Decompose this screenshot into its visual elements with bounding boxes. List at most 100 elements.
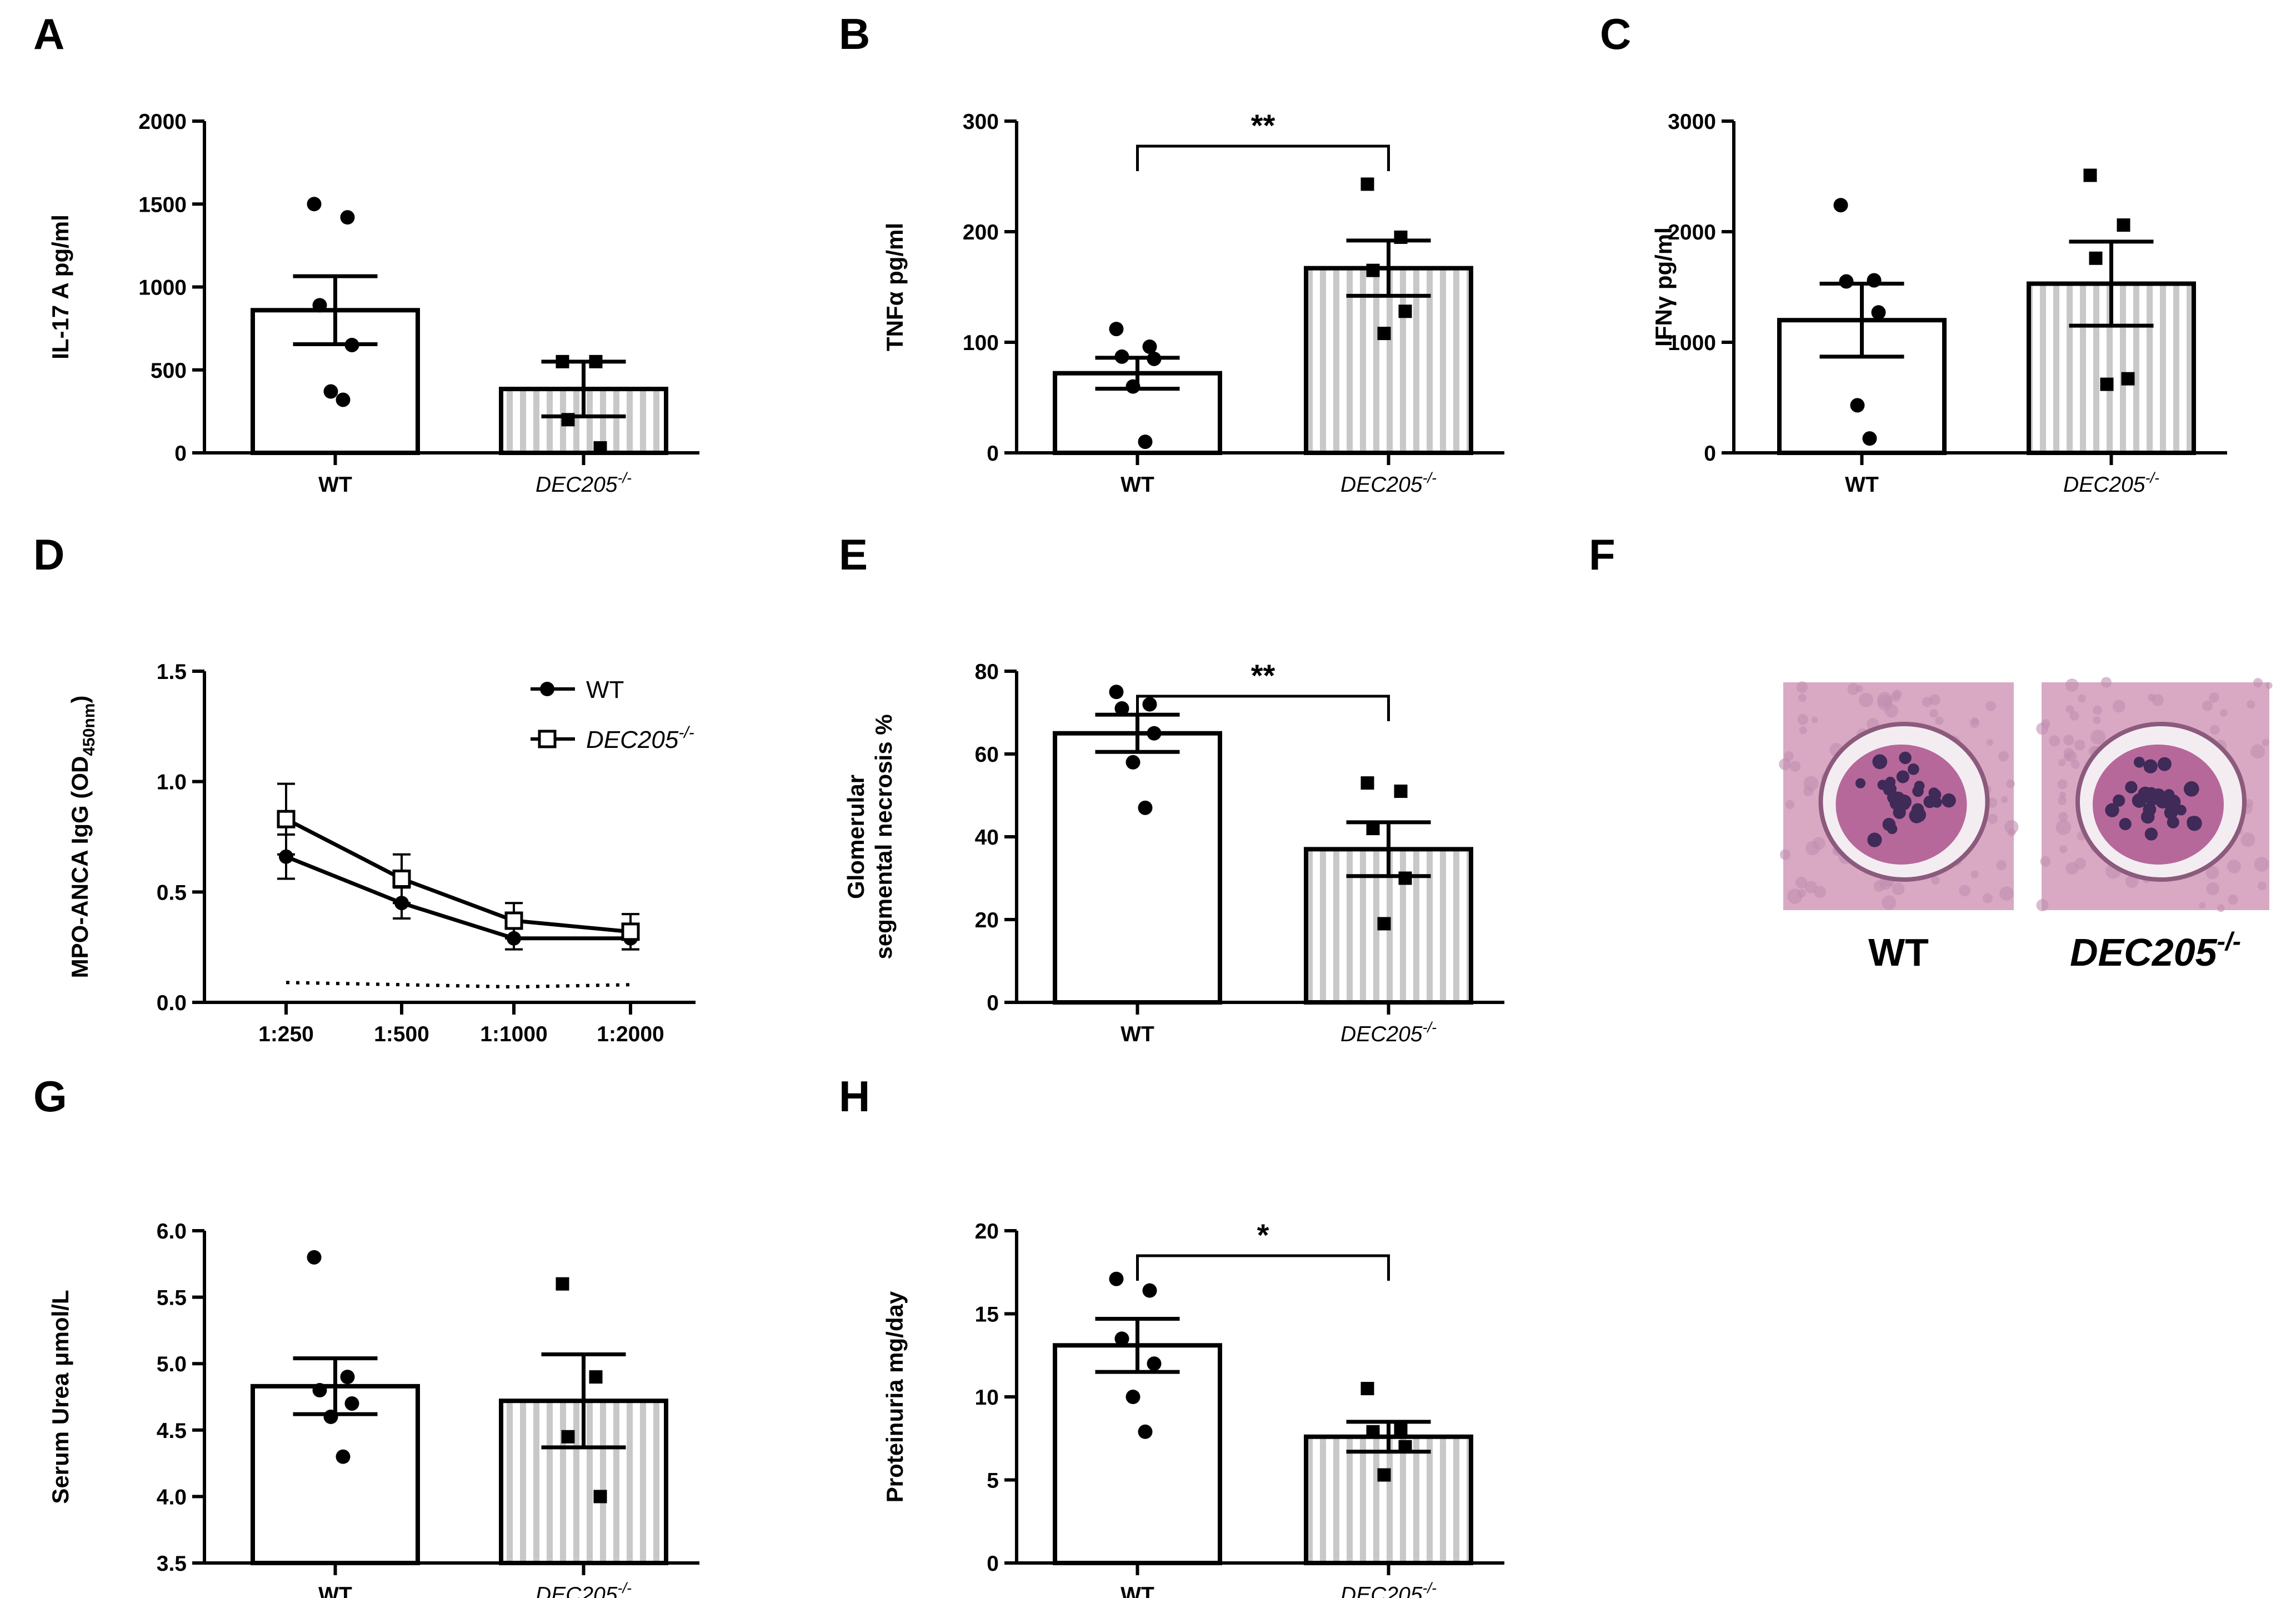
tissue-cell [1789, 761, 1801, 772]
tissue-cell [2199, 902, 2206, 909]
data-point-wt [323, 384, 338, 399]
tissue-cell [1884, 703, 1899, 718]
nucleus [1897, 795, 1912, 810]
tissue-cell [1890, 692, 1901, 702]
data-point-wt [307, 1250, 322, 1265]
data-point-wt [1138, 1424, 1153, 1439]
tissue-cell [2209, 692, 2219, 703]
y-tick-label: 40 [975, 826, 999, 850]
tissue-cell [1998, 751, 2009, 762]
x-tick-label: 1:1000 [480, 1022, 547, 1046]
legend-label: WT [586, 676, 624, 703]
tissue-cell [1811, 716, 1818, 723]
data-point-wt [1871, 305, 1886, 320]
data-point-wt [312, 1383, 327, 1398]
data-point-wt [1126, 1390, 1141, 1404]
y-tick-label: 4.5 [157, 1419, 187, 1443]
nucleus [2175, 805, 2187, 816]
y-tick-label: 0 [174, 442, 187, 466]
tissue-cell [2247, 700, 2255, 709]
nucleus [2187, 816, 2202, 831]
x-tick-label: DEC205-/- [536, 470, 632, 497]
tissue-cell [2058, 796, 2067, 805]
data-point-wt [336, 1449, 351, 1464]
bar-dec205 [1304, 1434, 1473, 1566]
y-tick-label: 3.5 [157, 1552, 187, 1576]
tissue-cell [2049, 735, 2060, 747]
data-point-wt [1138, 435, 1153, 450]
tissue-cell [2007, 828, 2016, 837]
x-tick-label-main: DEC205 [2063, 473, 2145, 497]
nucleus [1928, 787, 1939, 798]
tissue-cell [2000, 796, 2008, 803]
data-point-wt [344, 1396, 359, 1411]
nucleus [2144, 827, 2158, 841]
nucleus [1931, 797, 1942, 808]
data-point-wt [1109, 322, 1124, 337]
y-tick-label: 5.0 [157, 1352, 187, 1376]
y-tick-label: 0 [987, 1552, 999, 1576]
panel-label-g: G [33, 1072, 67, 1121]
tissue-cell [2069, 711, 2079, 721]
tissue-cell [1779, 849, 1791, 860]
x-tick-label-main: DEC205 [1340, 473, 1423, 497]
significance-label: ** [1251, 658, 1275, 693]
nucleus [2105, 803, 2119, 817]
data-point-wt [1114, 701, 1129, 716]
data-point-dec205 [1366, 822, 1380, 836]
nucleus [1942, 793, 1956, 808]
y-tick-label: 0.5 [157, 881, 187, 905]
nucleus [2125, 781, 2138, 793]
y-axis-label-end: ) [67, 696, 93, 703]
micrograph-label: DEC205-/- [2070, 927, 2241, 974]
tissue-cell [1969, 718, 1980, 728]
x-tick-label-main: DEC205 [536, 1583, 618, 1598]
baseline-dotted [286, 981, 631, 989]
x-tick-label-main: WT [1121, 1022, 1154, 1046]
tissue-cell [1873, 880, 1885, 892]
tissue-cell [2059, 791, 2067, 799]
tissue-cell [1803, 786, 1814, 797]
bar-wt [1053, 1343, 1222, 1566]
tissue-cell [2070, 760, 2080, 769]
legend-marker-wt [540, 682, 554, 696]
significance-bracket [1136, 144, 1390, 171]
series-point-dec205 [277, 810, 296, 828]
data-point-dec205 [1398, 1440, 1412, 1454]
nucleus [1899, 751, 1912, 765]
data-point-dec205 [593, 1490, 607, 1504]
tissue-cell [2055, 820, 2072, 835]
y-tick-label: 300 [963, 110, 999, 134]
y-axis-label: Proteinuria mg/day [882, 1291, 908, 1502]
panel-g: G 3.5 4.0 4.5 5.0 5.5 6.0 Serum Urea μmol/L WT DE… [33, 1072, 699, 1598]
y-tick-label: 0 [987, 442, 999, 466]
tissue-cell [2040, 856, 2051, 867]
micrograph-label-main: DEC205 [2070, 931, 2218, 974]
x-tick-label: DEC205-/- [1340, 1019, 1437, 1046]
significance-bracket [1136, 1254, 1390, 1281]
tissue-cell [2209, 725, 2220, 735]
y-tick-label: 4.0 [157, 1485, 187, 1509]
data-point-dec205 [1394, 230, 1408, 244]
data-point-wt [1862, 431, 1877, 446]
data-point-wt [307, 197, 322, 212]
series-point-dec205 [504, 911, 523, 930]
tissue-cell [1999, 886, 2014, 901]
nucleus [2119, 817, 2132, 831]
data-point-dec205 [1366, 1425, 1380, 1439]
tissue-cell [2063, 747, 2074, 758]
nucleus [1911, 803, 1924, 816]
nucleus [2145, 787, 2158, 800]
significance-label: * [1257, 1217, 1269, 1252]
x-tick-label: WT [1845, 473, 1879, 497]
series-point-dec205 [621, 922, 640, 941]
data-point-dec205 [561, 413, 575, 427]
tissue-cell [2059, 845, 2068, 853]
data-point-wt [344, 337, 359, 352]
data-point-wt [1839, 274, 1854, 289]
data-point-dec205 [589, 1370, 603, 1384]
data-point-dec205 [2083, 168, 2097, 182]
tissue-cell [1982, 893, 1993, 903]
tissue-cell [1859, 692, 1874, 707]
